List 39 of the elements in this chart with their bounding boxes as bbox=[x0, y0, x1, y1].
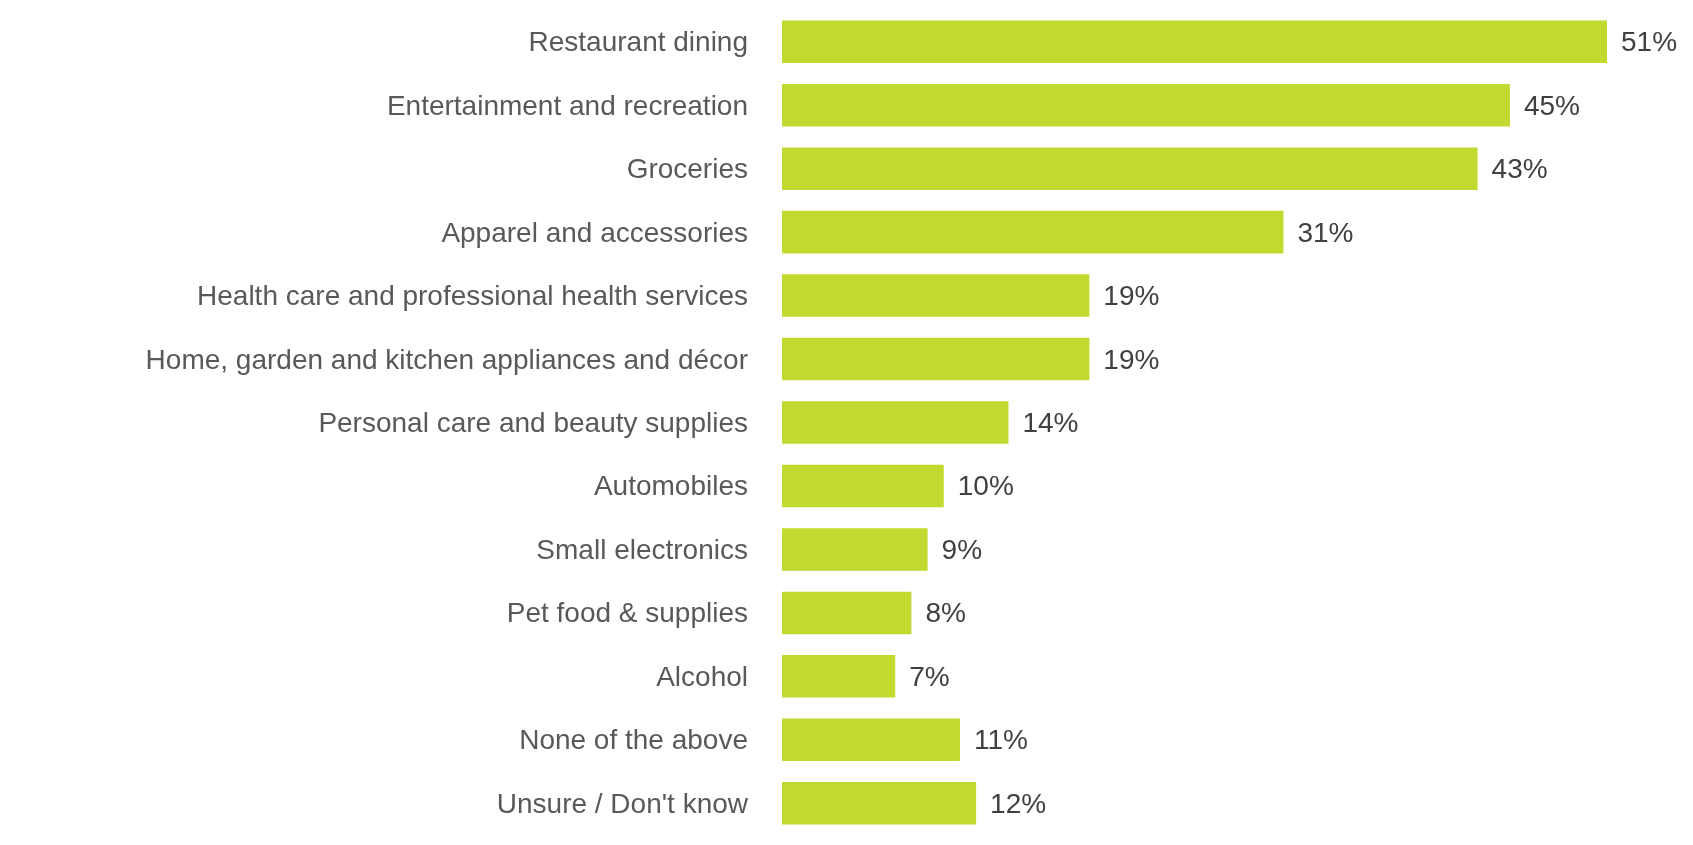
bar bbox=[782, 20, 1607, 63]
y-tick-label: Health care and professional health services bbox=[197, 280, 748, 312]
bar bbox=[782, 83, 1510, 127]
data-label: 45% bbox=[1523, 89, 1580, 121]
data-label: 19% bbox=[1103, 280, 1160, 312]
y-tick-label: Groceries bbox=[626, 153, 748, 185]
bar bbox=[782, 655, 896, 698]
data-label: 51% bbox=[1621, 26, 1678, 58]
bar bbox=[782, 591, 912, 635]
data-label: 31% bbox=[1297, 216, 1354, 248]
data-label: 11% bbox=[973, 724, 1028, 756]
y-tick-label: Restaurant dining bbox=[528, 26, 748, 58]
y-tick-label: Personal care and beauty supplies bbox=[318, 407, 748, 438]
y-tick-label: Apparel and accessories bbox=[441, 216, 748, 248]
data-label: 10% bbox=[957, 470, 1014, 502]
bar bbox=[782, 718, 960, 762]
bar bbox=[782, 528, 928, 571]
y-tick-label: Entertainment and recreation bbox=[386, 89, 748, 121]
bar bbox=[782, 147, 1478, 190]
data-label: 12% bbox=[990, 787, 1047, 819]
bar bbox=[782, 337, 1090, 381]
y-tick-label: Small electronics bbox=[536, 533, 748, 565]
y-tick-label: Alcohol bbox=[656, 660, 748, 692]
bar bbox=[782, 274, 1090, 317]
y-tick-label: Pet food & supplies bbox=[506, 597, 748, 629]
bar bbox=[782, 464, 944, 508]
y-tick-label: Home, garden and kitchen appliances and décor bbox=[145, 343, 748, 375]
data-label: 8% bbox=[925, 597, 966, 629]
bar bbox=[782, 782, 977, 825]
data-label: 43% bbox=[1491, 153, 1548, 185]
y-tick-label: Automobiles bbox=[593, 470, 748, 502]
data-label: 19% bbox=[1103, 343, 1160, 375]
y-tick-label: None of the above bbox=[519, 724, 748, 756]
y-tick-label: Unsure / Don't know bbox=[496, 787, 749, 819]
bar bbox=[782, 210, 1284, 254]
data-label: 7% bbox=[909, 660, 950, 692]
data-label: 9% bbox=[941, 533, 983, 565]
data-label: 14% bbox=[1022, 407, 1079, 438]
bar bbox=[782, 401, 1009, 444]
